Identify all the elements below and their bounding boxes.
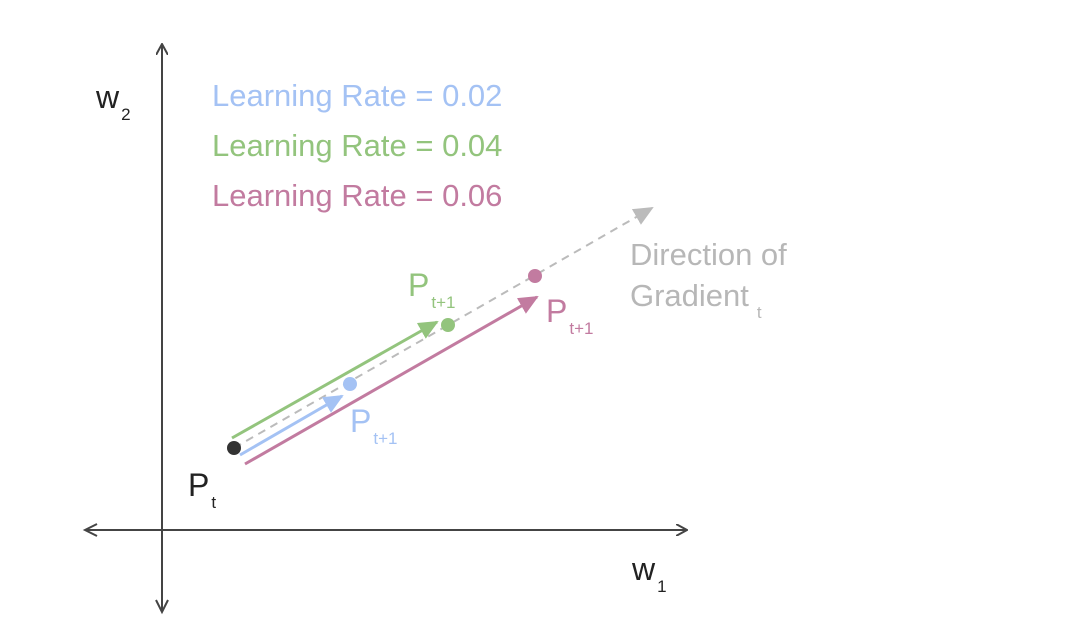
gradient-label-1: Direction of	[630, 237, 787, 272]
start-point	[227, 441, 241, 455]
x-axis-arrow	[82, 523, 98, 537]
blue-step	[239, 394, 344, 457]
pink-step	[244, 295, 539, 466]
blue-point	[343, 377, 357, 391]
y-axis-arrow	[155, 599, 169, 615]
green-step	[231, 320, 439, 440]
green-point	[441, 318, 455, 332]
legend-pink: Learning Rate = 0.06	[212, 178, 502, 213]
legend-blue: Learning Rate = 0.02	[212, 78, 502, 113]
legend-green: Learning Rate = 0.04	[212, 128, 502, 163]
pink-point	[528, 269, 542, 283]
gradient-label-2: Gradient t	[630, 278, 762, 322]
